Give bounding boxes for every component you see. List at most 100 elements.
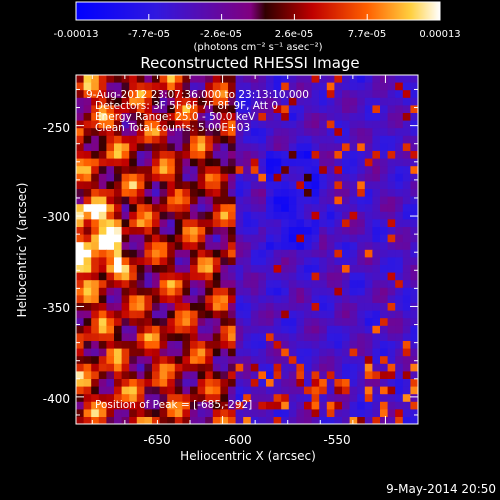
heatmap-cell: [372, 143, 381, 152]
heatmap-cell: [273, 128, 282, 137]
heatmap-cell: [190, 303, 199, 312]
heatmap-cell: [380, 166, 389, 175]
heatmap-cell: [136, 242, 145, 251]
heatmap-cell: [296, 97, 305, 106]
heatmap-cell: [76, 356, 85, 365]
heatmap-cell: [159, 249, 168, 258]
heatmap-cell: [288, 287, 297, 296]
heatmap-cell: [250, 325, 259, 334]
heatmap-cell: [304, 249, 313, 258]
heatmap-cell: [288, 303, 297, 312]
heatmap-cell: [190, 211, 199, 220]
heatmap-cell: [136, 211, 145, 220]
heatmap-cell: [266, 386, 275, 395]
heatmap-cell: [91, 394, 100, 403]
heatmap-cell: [311, 120, 320, 129]
heatmap-cell: [152, 401, 161, 410]
heatmap-cell: [380, 120, 389, 129]
heatmap-cell: [296, 272, 305, 281]
heatmap-cell: [319, 113, 328, 122]
heatmap-cell: [235, 417, 244, 424]
heatmap-cell: [76, 173, 85, 182]
heatmap-cell: [311, 227, 320, 236]
heatmap-cell: [342, 325, 351, 334]
heatmap-cell: [326, 280, 335, 289]
heatmap-cell: [235, 249, 244, 258]
heatmap-cell: [364, 189, 373, 198]
heatmap-cell: [364, 379, 373, 388]
heatmap-cell: [357, 173, 366, 182]
heatmap-cell: [106, 128, 115, 137]
heatmap-cell: [288, 151, 297, 160]
heatmap-cell: [410, 341, 418, 350]
heatmap-cell: [205, 151, 214, 160]
heatmap-cell: [410, 242, 418, 251]
heatmap-cell: [167, 97, 176, 106]
heatmap-cell: [76, 401, 85, 410]
heatmap-cell: [395, 151, 404, 160]
heatmap-cell: [167, 135, 176, 144]
heatmap-cell: [410, 386, 418, 395]
heatmap-cell: [197, 204, 206, 213]
heatmap-cell: [136, 128, 145, 137]
heatmap-cell: [250, 143, 259, 152]
heatmap-cell: [266, 310, 275, 319]
heatmap-cell: [319, 151, 328, 160]
heatmap-cell: [129, 234, 138, 243]
heatmap-cell: [387, 295, 396, 304]
heatmap-cell: [174, 211, 183, 220]
heatmap-cell: [296, 280, 305, 289]
heatmap-cell: [121, 394, 130, 403]
colorbar-tick-label: -0.00013: [54, 29, 99, 40]
heatmap-cell: [235, 272, 244, 281]
heatmap-cell: [106, 310, 115, 319]
heatmap-cell: [152, 341, 161, 350]
heatmap-cell: [114, 310, 123, 319]
heatmap-cell: [273, 166, 282, 175]
heatmap-cell: [106, 196, 115, 205]
heatmap-cell: [402, 265, 411, 274]
heatmap-cell: [106, 105, 115, 114]
heatmap-cell: [304, 227, 313, 236]
heatmap-cell: [182, 120, 191, 129]
heatmap-cell: [387, 257, 396, 266]
heatmap-cell: [190, 348, 199, 357]
heatmap-cell: [174, 234, 183, 243]
heatmap-cell: [76, 394, 85, 403]
heatmap-cell: [190, 166, 199, 175]
heatmap-cell: [144, 234, 153, 243]
heatmap-cell: [372, 196, 381, 205]
heatmap-cell: [136, 173, 145, 182]
heatmap-cell: [144, 295, 153, 304]
heatmap-cell: [136, 318, 145, 327]
heatmap-cell: [357, 143, 366, 152]
heatmap-cell: [121, 348, 130, 357]
heatmap-cell: [296, 242, 305, 251]
heatmap-cell: [220, 341, 229, 350]
heatmap-cell: [212, 341, 221, 350]
heatmap-cell: [281, 394, 290, 403]
heatmap-cell: [334, 272, 343, 281]
heatmap-cell: [136, 348, 145, 357]
heatmap-cell: [197, 105, 206, 114]
heatmap-cell: [364, 151, 373, 160]
heatmap-cell: [212, 143, 221, 152]
heatmap-cell: [250, 90, 259, 99]
heatmap-cell: [152, 120, 161, 129]
y-tick-label: -250: [43, 121, 70, 135]
heatmap-cell: [281, 181, 290, 190]
heatmap-cell: [114, 219, 123, 228]
heatmap-cell: [243, 189, 252, 198]
heatmap-cell: [228, 417, 237, 424]
heatmap-cell: [205, 242, 214, 251]
heatmap-cell: [266, 409, 275, 418]
heatmap-cell: [395, 75, 404, 84]
heatmap-cell: [182, 143, 191, 152]
heatmap-cell: [357, 211, 366, 220]
heatmap-cell: [266, 394, 275, 403]
heatmap-cell: [380, 379, 389, 388]
heatmap-cell: [212, 287, 221, 296]
heatmap-cell: [167, 310, 176, 319]
heatmap-cell: [334, 295, 343, 304]
heatmap-cell: [98, 234, 107, 243]
